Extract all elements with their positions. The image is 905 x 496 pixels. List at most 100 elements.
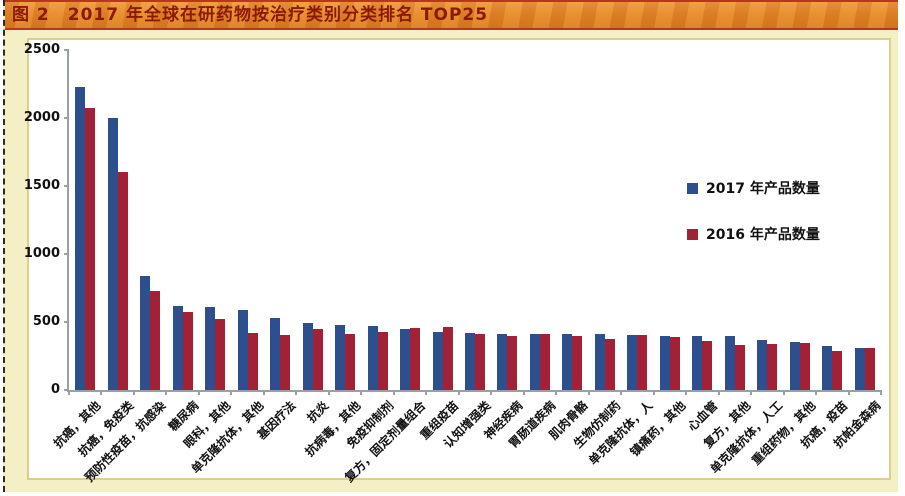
legend-label-2016: 2016 年产品数量 [706, 227, 820, 243]
x-axis-tick [782, 390, 785, 395]
y-axis-tick [64, 49, 69, 51]
bar-2016 [215, 318, 226, 390]
x-axis-tick [327, 390, 330, 395]
chart-canvas: 0 500 1000 1500 2000 2500 抗癌，其他 抗癌，免疫类 预防性疫苗，抗感染… [24, 38, 891, 485]
bar-2016 [799, 343, 810, 390]
bar-2016 [539, 333, 550, 390]
bar-2016 [410, 328, 421, 390]
bar-2017 [789, 342, 800, 390]
x-axis-tick [522, 390, 525, 395]
figure-title: 图 2 2017 年全球在研药物按治疗类别分类排名 TOP25 [12, 5, 489, 25]
x-axis-tick [100, 390, 103, 395]
bar-2016 [280, 334, 291, 390]
bar-2016 [85, 108, 96, 390]
bar-2016 [442, 326, 453, 390]
figure-title-bar: 图 2 2017 年全球在研药物按治疗类别分类排名 TOP25 [5, 0, 898, 30]
x-axis-tick [295, 390, 298, 395]
bar-2016 [312, 328, 323, 390]
bar-2016 [475, 334, 485, 390]
bar-2016 [572, 335, 583, 390]
bar-2016 [734, 345, 745, 390]
y-axis-tick-label: 2500 [23, 42, 60, 57]
x-axis-tick [620, 390, 623, 395]
bar-2017 [367, 326, 378, 390]
y-axis-tick [64, 185, 69, 187]
bar-2017 [205, 307, 216, 390]
bar-2017 [724, 336, 735, 390]
bar-2017 [107, 118, 118, 390]
bar-2016 [507, 336, 518, 390]
x-axis-tick [490, 390, 493, 395]
x-axis-tick [685, 390, 688, 395]
bar-2017 [757, 340, 768, 390]
chart-legend: 2017 年产品数量 2016 年产品数量 [687, 178, 820, 270]
legend-color-2016 [687, 228, 698, 240]
legend-item-2017: 2017 年产品数量 [687, 178, 820, 198]
bar-2017 [400, 329, 411, 390]
x-axis-tick [68, 390, 70, 395]
bar-2017 [465, 332, 475, 390]
bar-2016 [377, 331, 388, 390]
x-axis-tick [750, 390, 753, 395]
bar-2016 [604, 339, 615, 390]
bar-2017 [432, 331, 443, 390]
bar-2017 [529, 333, 540, 390]
y-axis-tick-label: 2000 [23, 110, 60, 125]
bar-2017 [692, 335, 703, 390]
bar-2016 [702, 341, 713, 390]
bar-2017 [335, 324, 346, 390]
legend-color-2017 [687, 182, 698, 194]
bar-2017 [854, 347, 865, 390]
bar-2017 [237, 310, 248, 390]
legend-label-2017: 2017 年产品数量 [706, 181, 820, 197]
x-axis-tick [165, 390, 168, 395]
bar-2016 [832, 350, 843, 390]
bar-2016 [117, 172, 128, 390]
x-axis-tick [262, 390, 265, 395]
bar-2016 [864, 347, 875, 390]
bar-2017 [562, 334, 573, 390]
x-axis-tick [457, 390, 460, 395]
y-axis-tick-label: 0 [50, 382, 60, 397]
bar-2017 [594, 334, 605, 390]
x-axis-tick [717, 390, 720, 395]
bar-2017 [75, 86, 86, 390]
y-axis-tick-label: 500 [32, 314, 60, 329]
y-axis-tick [64, 389, 69, 391]
legend-item-2016: 2016 年产品数量 [687, 224, 820, 244]
y-axis-tick-label: 1500 [23, 178, 60, 193]
y-axis-tick [64, 321, 69, 323]
x-axis-tick [652, 390, 655, 395]
bar-2017 [627, 334, 638, 390]
bar-2017 [140, 275, 151, 390]
bar-2017 [172, 306, 183, 390]
x-axis-tick [815, 390, 818, 395]
x-axis-tick [197, 390, 200, 395]
bar-chart-plot-area: 0 500 1000 1500 2000 2500 抗癌，其他 抗癌，免疫类 预防性疫苗，抗感染… [24, 42, 883, 485]
bar-2016 [669, 336, 680, 390]
x-axis-tick [425, 390, 428, 395]
y-axis-tick-label: 1000 [23, 246, 60, 261]
bar-2017 [497, 333, 508, 390]
x-axis-tick [360, 390, 363, 395]
bar-2016 [637, 334, 648, 390]
bar-2016 [247, 332, 258, 390]
bar-2016 [182, 311, 193, 390]
x-axis-tick [880, 390, 882, 395]
x-axis-tick [230, 390, 233, 395]
x-axis-tick [392, 390, 395, 395]
bar-2017 [302, 322, 313, 390]
bar-2017 [659, 335, 670, 390]
bar-2017 [270, 317, 281, 390]
x-axis-tick [555, 390, 558, 395]
bar-2017 [822, 345, 833, 390]
bar-2016 [767, 344, 778, 390]
figure-panel: 图 2 2017 年全球在研药物按治疗类别分类排名 TOP25 0 500 1000… [3, 0, 898, 492]
bar-2016 [345, 333, 356, 390]
x-axis-tick [847, 390, 850, 395]
bar-2016 [150, 290, 161, 390]
x-axis-tick [132, 390, 135, 395]
y-axis-tick [64, 253, 69, 255]
x-axis-tick [587, 390, 590, 395]
